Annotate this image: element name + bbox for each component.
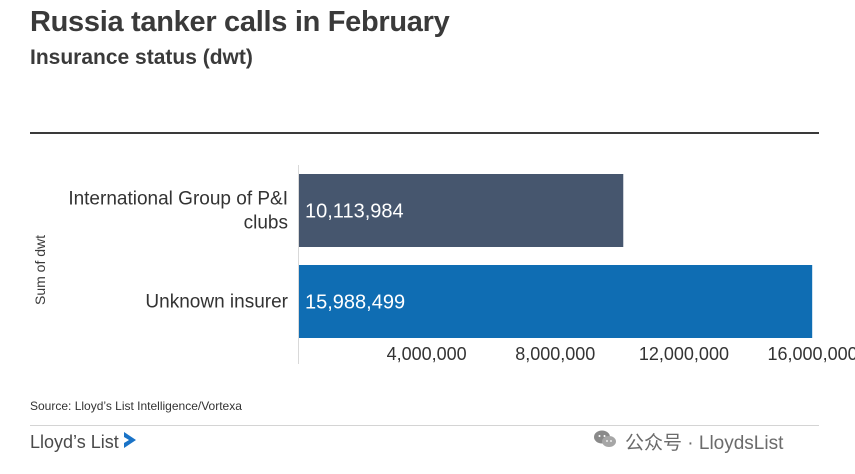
source-note: Source: Lloyd’s List Intelligence/Vortex… [30,399,242,413]
x-tick-label-3: 12,000,000 [639,344,729,364]
x-tick-labels: 4,000,000 8,000,000 12,000,000 16,000,000 [387,344,855,364]
bar-2 [298,265,813,338]
bar-value-label-1: 10,113,984 [305,201,404,223]
brand-logo: Lloyd’s List [30,431,138,453]
x-tick-label-1: 4,000,000 [387,344,467,364]
lloyds-list-chevron-icon [123,431,136,448]
category-label-2: Unknown insurer [145,292,288,313]
chart-subtitle: Insurance status (dwt) [30,46,253,69]
title-divider [30,132,819,134]
category-labels: International Group of P&I clubs Unknown i… [68,189,288,313]
brand-name: Lloyd’s List [30,432,119,452]
watermark-text: 公众号 · LloydsList [625,433,784,454]
x-tick-label-2: 8,000,000 [515,344,595,364]
bar-value-label-2: 15,988,499 [305,292,405,314]
x-tick-label-4: 16,000,000 [768,344,855,364]
wechat-icon [593,429,617,455]
chart-title: Russia tanker calls in February [30,6,450,38]
bars-layer: 10,113,984 15,988,499 [298,174,813,338]
footer-divider [30,425,819,426]
watermark: 公众号 · LloydsList [593,428,783,455]
bar-1 [298,174,624,247]
bar-chart: 10,113,984 15,988,499 International Group… [68,165,855,364]
category-label-1: International Group of P&I clubs [68,189,288,234]
